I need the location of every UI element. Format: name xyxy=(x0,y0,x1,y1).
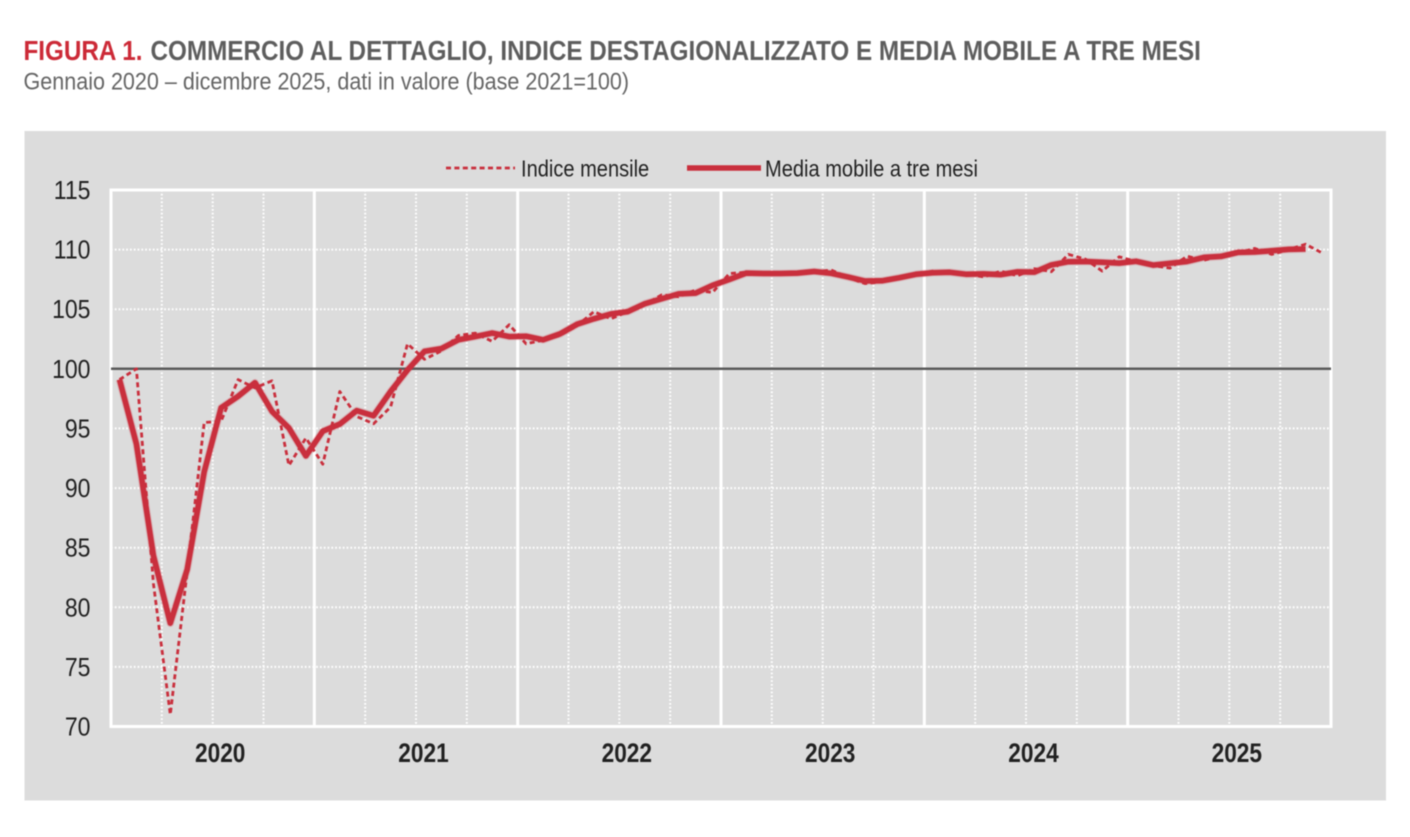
svg-text:Media mobile a tre mesi: Media mobile a tre mesi xyxy=(765,156,978,181)
svg-text:2024: 2024 xyxy=(1008,738,1059,768)
svg-text:2023: 2023 xyxy=(805,738,855,768)
svg-text:105: 105 xyxy=(52,296,90,325)
svg-text:2025: 2025 xyxy=(1212,738,1263,768)
svg-text:90: 90 xyxy=(65,475,91,504)
svg-text:FIGURA 1. COMMERCIO AL DETTAGL: FIGURA 1. COMMERCIO AL DETTAGLIO, INDICE… xyxy=(24,34,1201,66)
svg-text:80: 80 xyxy=(65,594,91,623)
svg-text:100: 100 xyxy=(52,356,90,385)
svg-text:2022: 2022 xyxy=(602,738,652,768)
svg-text:75: 75 xyxy=(65,654,91,683)
svg-text:95: 95 xyxy=(65,415,91,444)
svg-text:2021: 2021 xyxy=(398,738,449,768)
svg-text:2020: 2020 xyxy=(195,738,245,768)
svg-text:70: 70 xyxy=(65,713,91,742)
svg-text:Gennaio 2020 – dicembre 2025,: Gennaio 2020 – dicembre 2025, dati in va… xyxy=(24,67,630,95)
svg-text:85: 85 xyxy=(65,534,91,563)
svg-text:Indice mensile: Indice mensile xyxy=(521,156,649,181)
svg-text:110: 110 xyxy=(54,236,91,265)
svg-text:115: 115 xyxy=(54,177,91,206)
